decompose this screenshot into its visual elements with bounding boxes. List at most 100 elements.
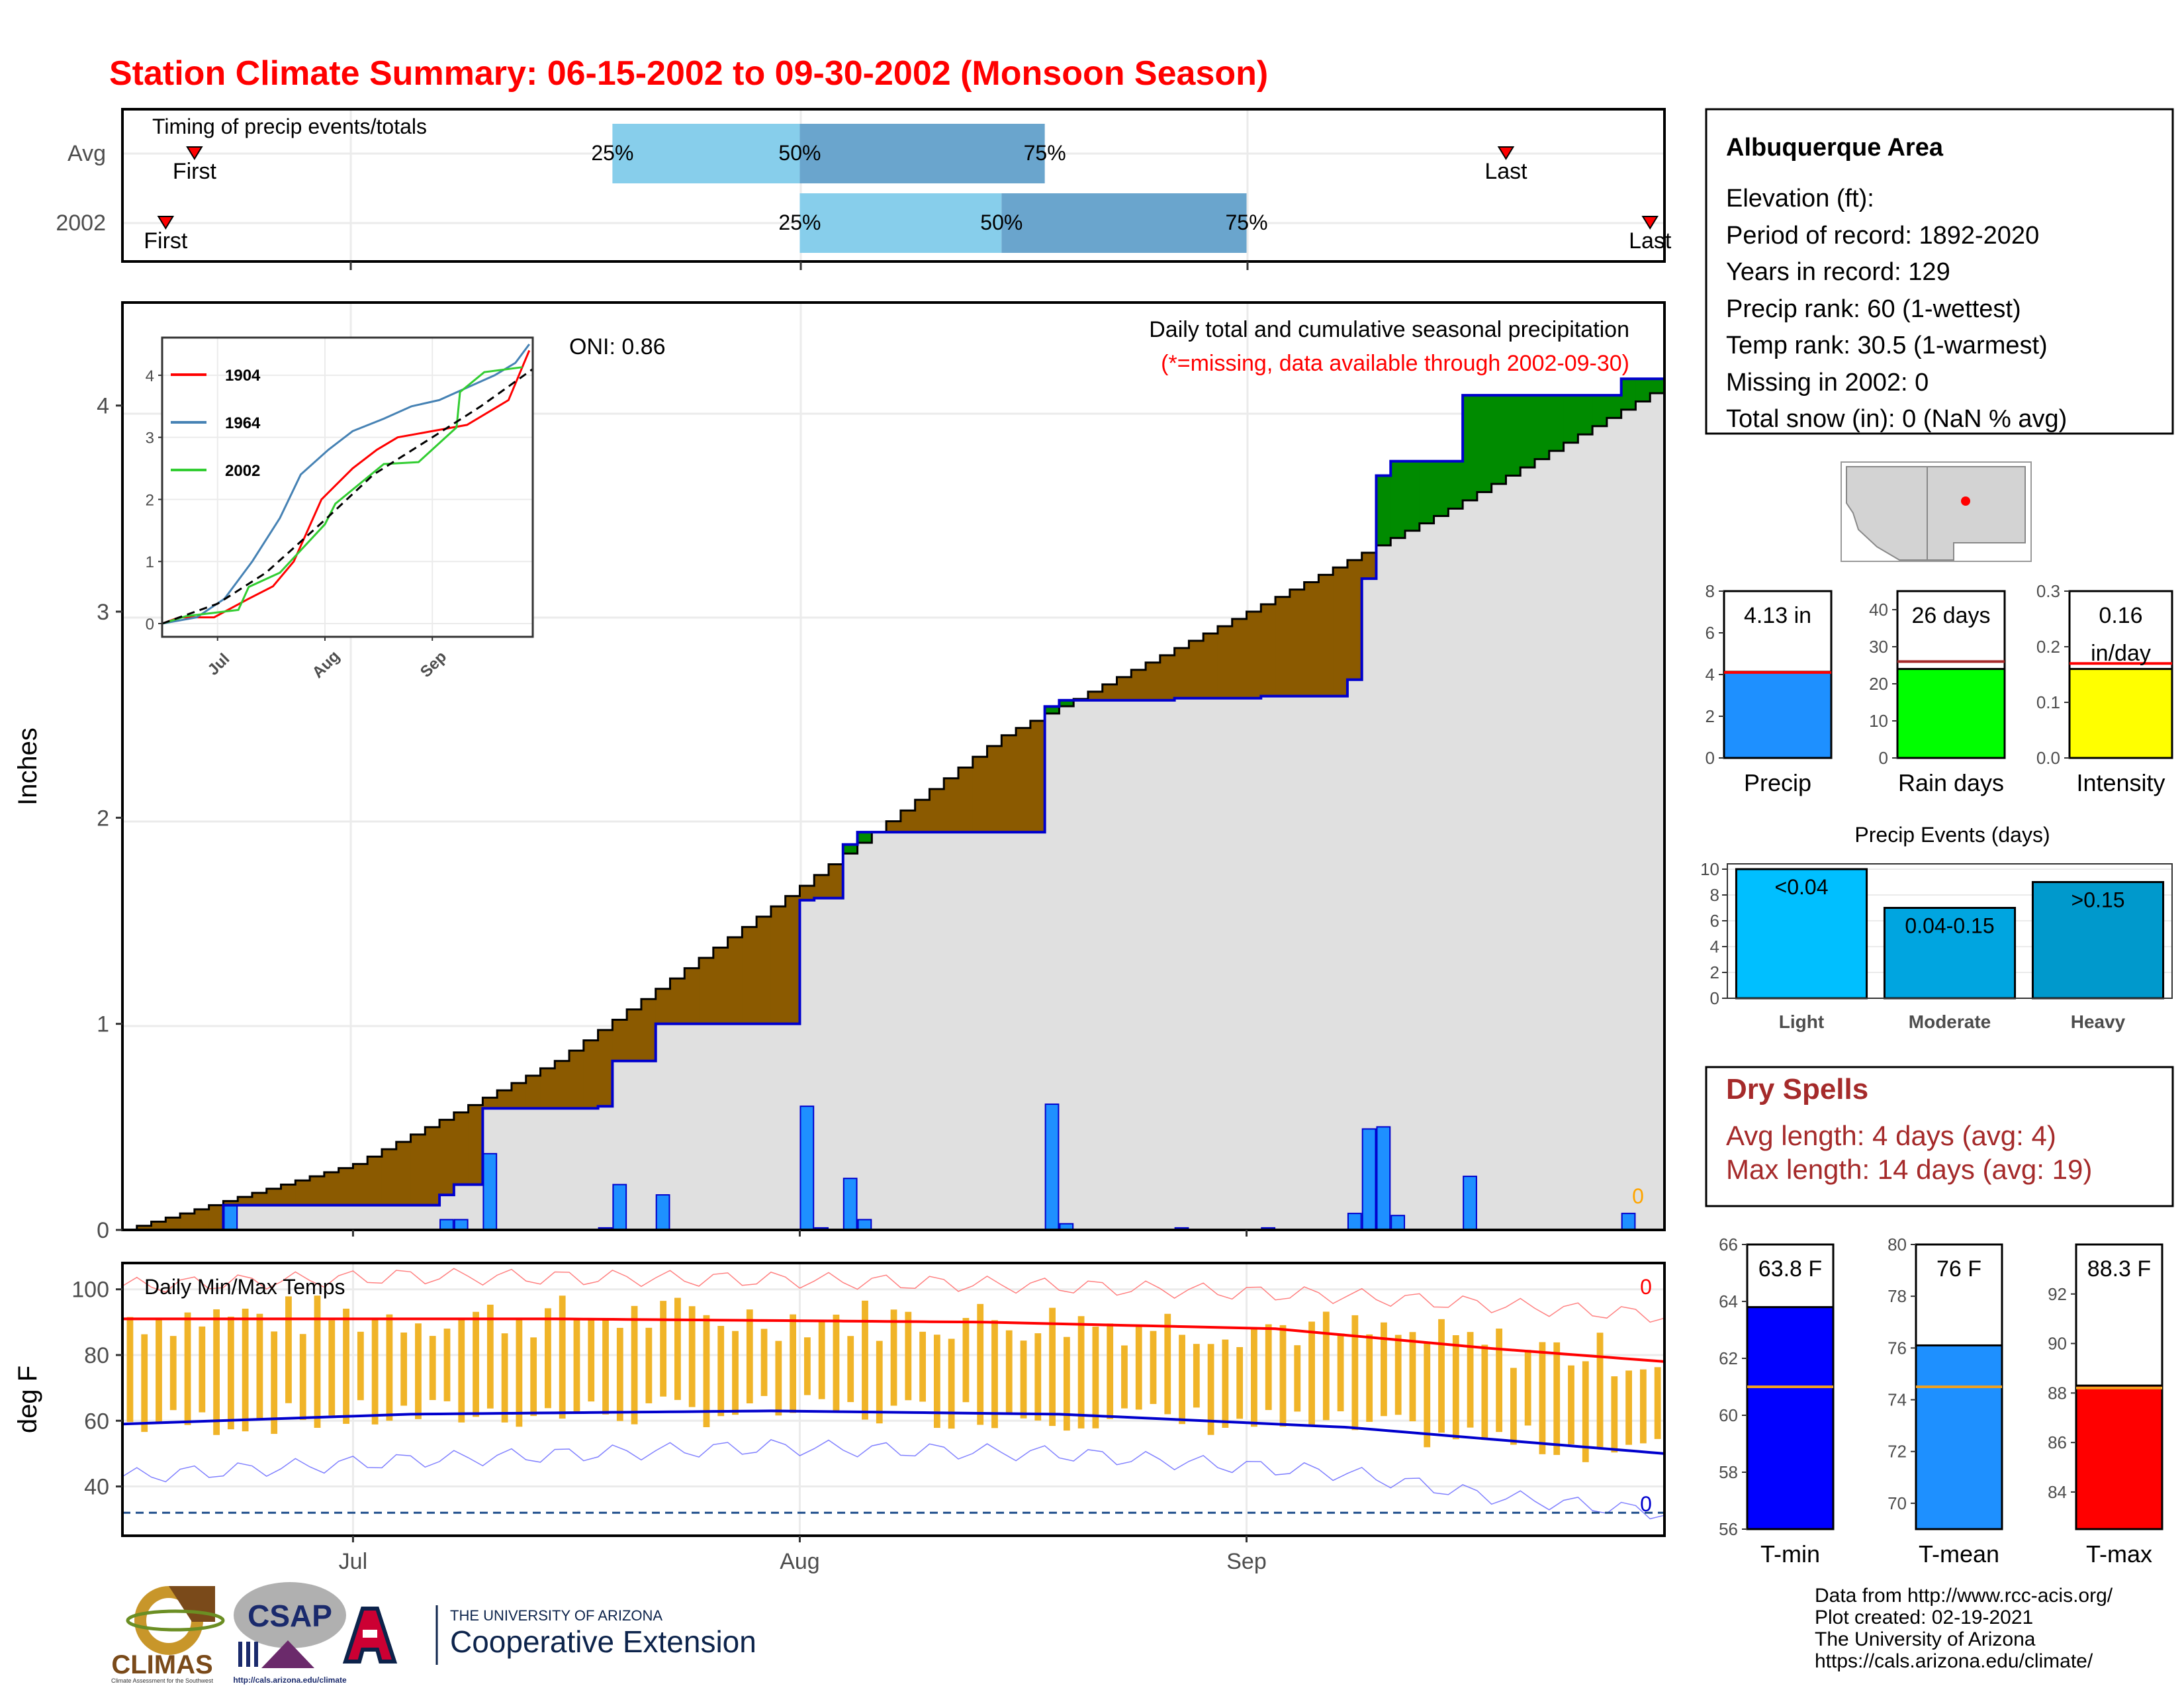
- small-chart-y-tick-label: 4: [1706, 665, 1715, 684]
- above-average-fill: [842, 844, 858, 854]
- below-average-fill: [525, 1075, 541, 1109]
- above-average-fill: [1405, 461, 1420, 531]
- daily-temp-bar: [501, 1333, 508, 1423]
- small-chart-bar: [1723, 671, 1833, 759]
- above-average-fill: [857, 832, 872, 843]
- below-average-fill: [453, 1112, 469, 1185]
- timing-bar-q25-q50: [612, 124, 800, 183]
- record-high-line: [122, 1268, 1665, 1323]
- daily-precip-bar: [223, 1204, 238, 1231]
- y-tick-label: 1: [97, 1012, 109, 1037]
- below-average-fill: [180, 1213, 195, 1230]
- daily-temp-bar: [400, 1332, 408, 1406]
- timing-row-label-2002: 2002: [56, 211, 106, 236]
- daily-temp-bar: [1452, 1335, 1459, 1440]
- daily-temp-bar: [1539, 1342, 1546, 1454]
- above-average-fill: [1448, 461, 1463, 509]
- above-average-fill: [1578, 395, 1593, 435]
- above-average-fill: [1563, 395, 1578, 443]
- y-tick-label: 4: [97, 394, 109, 419]
- daily-temp-bar: [1438, 1319, 1445, 1433]
- below-average-fill: [136, 1225, 152, 1230]
- small-chart-value-label: 26 days: [1911, 603, 1990, 628]
- climas-logo: CLIMAS Climate Assessment for the Southw…: [111, 1586, 225, 1684]
- small-chart-category-label: Rain days: [1898, 769, 2004, 796]
- inset-series-line: [161, 368, 533, 625]
- below-average-fill: [655, 988, 670, 1024]
- page-title: Station Climate Summary: 06-15-2002 to 0…: [109, 54, 1268, 93]
- small-chart-value-label: 63.8 F: [1758, 1256, 1822, 1282]
- y-tick-label: 0: [97, 1218, 109, 1243]
- daily-temp-bar: [1510, 1368, 1517, 1445]
- below-average-fill: [223, 1201, 238, 1205]
- below-average-fill: [1116, 677, 1132, 700]
- daily-precip-bar: [1044, 1103, 1060, 1231]
- below-average-fill: [670, 978, 685, 1024]
- temp-y-tick-label: 80: [84, 1343, 109, 1368]
- daily-temp-bar: [530, 1337, 537, 1417]
- small-chart-y-tick-label: 58: [1719, 1462, 1738, 1482]
- below-average-fill: [482, 1098, 498, 1109]
- events-bar: [1883, 907, 2017, 1000]
- daily-temp-bar: [1236, 1347, 1244, 1419]
- small-chart-y-tick-label: 80: [1888, 1235, 1907, 1254]
- daily-temp-bar: [1251, 1329, 1257, 1427]
- above-average-fill: [1477, 395, 1492, 492]
- record-low-line: [122, 1439, 1665, 1520]
- daily-temp-bar: [905, 1311, 912, 1401]
- daily-temp-bar: [833, 1314, 840, 1413]
- events-y-tick-label: 4: [1710, 937, 1719, 957]
- below-average-fill: [713, 947, 729, 1024]
- daily-temp-bar: [1381, 1322, 1387, 1417]
- daily-temp-bar: [1193, 1344, 1200, 1408]
- station-location-dot: [1961, 496, 1970, 506]
- below-average-fill: [1030, 720, 1046, 833]
- below-average-fill: [151, 1221, 166, 1230]
- temp-y-axis-label: deg F: [13, 1366, 42, 1433]
- daily-temp-bar: [977, 1303, 984, 1425]
- below-average-fill: [814, 874, 829, 898]
- below-average-fill: [1275, 596, 1291, 696]
- daily-temp-bar: [962, 1317, 970, 1403]
- inset-y-tick-label: 3: [146, 430, 154, 447]
- small-chart-category-label: T-max: [2086, 1540, 2152, 1568]
- timing-percent-label: 75%: [1225, 211, 1267, 234]
- csap-logo: CSAP http://cals.arizona.edu/climate: [233, 1582, 347, 1685]
- small-chart-y-tick-label: 0: [1879, 748, 1888, 768]
- footer-attribution: Data from http://www.rcc-acis.org/ Plot …: [1815, 1585, 2113, 1672]
- below-average-fill: [425, 1127, 440, 1205]
- dry-spells-box: Dry Spells Avg length: 4 days (avg: 4) M…: [1705, 1066, 2174, 1207]
- daily-temp-bar: [588, 1319, 595, 1402]
- small-chart-bar: [2068, 668, 2173, 759]
- footer-line: Plot created: 02-19-2021: [1815, 1607, 2033, 1628]
- below-average-fill: [208, 1205, 224, 1230]
- daily-precip-bar: [1361, 1128, 1377, 1231]
- daily-temp-bar: [314, 1295, 321, 1428]
- below-average-fill: [353, 1164, 368, 1205]
- small-chart-y-tick-label: 66: [1719, 1235, 1738, 1254]
- x-tick-label: Aug: [780, 1549, 820, 1574]
- timing-label: Timing of precip events/totals: [152, 115, 427, 138]
- info-line: Missing in 2002: 0: [1726, 369, 1929, 397]
- small-chart-y-tick-label: 72: [1888, 1442, 1907, 1462]
- csap-logo-url: http://cals.arizona.edu/climate: [233, 1675, 347, 1685]
- below-average-fill: [468, 1105, 483, 1185]
- daily-temp-bar: [328, 1320, 336, 1416]
- daily-temp-bar: [516, 1319, 523, 1427]
- daily-temp-bar: [1625, 1370, 1633, 1445]
- above-average-fill: [1650, 379, 1665, 393]
- below-average-fill: [1217, 626, 1233, 698]
- daily-temp-bar: [775, 1340, 782, 1416]
- daily-precip-bar: [1376, 1126, 1391, 1231]
- small-chart-y-tick-label: 40: [1869, 600, 1888, 620]
- timing-bar-q25-q50: [799, 193, 1002, 253]
- daily-temp-bar: [803, 1337, 811, 1395]
- above-average-fill: [1506, 395, 1521, 476]
- inset-series-line: [161, 344, 530, 625]
- small-chart-y-tick-label: 0.3: [2036, 581, 2060, 601]
- daily-temp-bar: [1582, 1361, 1589, 1462]
- small-chart-y-tick-label: 90: [2048, 1334, 2067, 1354]
- info-line: Elevation (ft):: [1726, 185, 1874, 212]
- daily-temp-bar: [602, 1319, 609, 1415]
- daily-temp-bar: [256, 1313, 263, 1421]
